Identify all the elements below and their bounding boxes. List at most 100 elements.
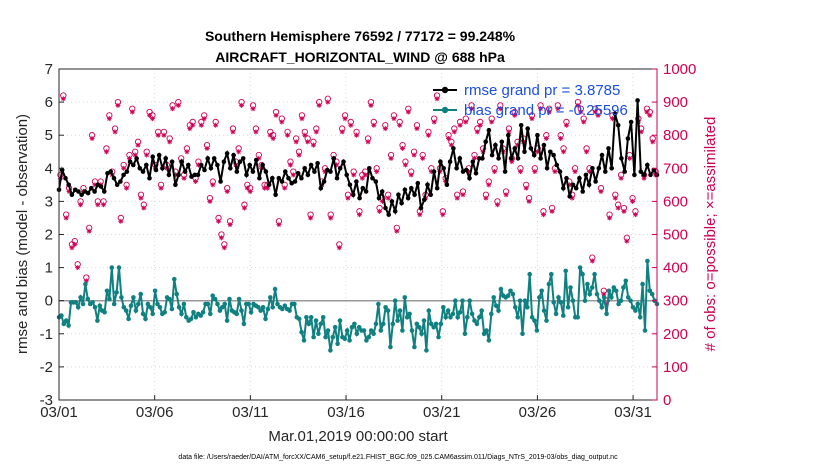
obs-assimilated-stroke xyxy=(616,205,621,211)
bias-point xyxy=(200,310,206,315)
y-tick-label: -1 xyxy=(40,326,53,343)
bias-point xyxy=(210,293,215,299)
obs-assimilated-stroke xyxy=(305,139,310,144)
y2-tick-label: 100 xyxy=(663,359,688,376)
bias-point xyxy=(510,291,516,297)
bias-point xyxy=(467,298,473,304)
bias-point xyxy=(366,334,372,340)
bias-point xyxy=(431,324,437,330)
obs-assimilated-stroke xyxy=(161,133,167,138)
bias-point xyxy=(270,305,276,310)
rmse-point xyxy=(548,149,553,155)
obs-assimilated-stroke xyxy=(524,186,529,191)
bias-point xyxy=(527,271,532,277)
obs-assimilated-stroke xyxy=(575,103,581,108)
obs-assimilated-stroke xyxy=(371,123,376,128)
obs-assimilated-marker xyxy=(253,129,259,135)
obs-assimilated-marker xyxy=(181,175,187,181)
bias-point xyxy=(376,301,381,307)
bias-point xyxy=(421,318,427,323)
bias-point xyxy=(592,271,597,277)
obs-assimilated-stroke xyxy=(486,182,491,187)
obs-assimilated-marker xyxy=(103,149,109,155)
obs-assimilated-marker xyxy=(368,102,374,108)
obs-assimilated-stroke xyxy=(400,146,405,151)
bias-point xyxy=(534,328,540,333)
rmse-point xyxy=(422,197,427,202)
rmse-point xyxy=(486,127,492,133)
obs-assimilated-marker xyxy=(431,119,437,125)
bias-point xyxy=(80,301,86,307)
obs-assimilated-marker xyxy=(316,102,322,108)
obs-assimilated-marker xyxy=(218,235,224,241)
obs-assimilated-marker xyxy=(592,109,598,115)
y2-tick-label: 400 xyxy=(663,260,688,277)
bias-point xyxy=(395,318,400,323)
chart-subtitle: AIRCRAFT_HORIZONTAL_WIND @ 688 hPa xyxy=(215,49,505,65)
obs-assimilated-stroke xyxy=(61,96,66,101)
rmse-point xyxy=(573,185,579,191)
obs-assimilated-stroke xyxy=(138,195,144,201)
bias-point xyxy=(138,291,143,297)
obs-assimilated-stroke xyxy=(250,106,256,111)
rmse-point xyxy=(535,132,540,138)
obs-assimilated-marker xyxy=(115,102,121,108)
obs-assimilated-stroke xyxy=(549,209,555,214)
bias-point xyxy=(402,295,408,300)
rmse-point xyxy=(102,189,107,194)
obs-assimilated-marker xyxy=(204,145,210,151)
bias-point xyxy=(220,305,225,310)
obs-assimilated-stroke xyxy=(624,239,629,244)
obs-assimilated-marker xyxy=(486,182,492,188)
x-tick-label: 03/26 xyxy=(519,404,557,421)
obs-assimilated-stroke xyxy=(75,265,80,270)
obs-assimilated-marker xyxy=(210,182,216,188)
rmse-point xyxy=(405,195,411,201)
obs-assimilated-stroke xyxy=(403,162,408,168)
obs-assimilated-stroke xyxy=(202,116,207,121)
rmse-point xyxy=(144,162,149,168)
obs-assimilated-marker xyxy=(572,169,578,175)
obs-assimilated-stroke xyxy=(417,212,422,217)
obs-assimilated-stroke xyxy=(641,176,647,181)
bias-point xyxy=(551,300,556,305)
obs-assimilated-stroke xyxy=(409,172,414,178)
rmse-point xyxy=(137,166,143,171)
bias-point xyxy=(587,291,593,297)
bias-point xyxy=(541,308,547,313)
rmse-point xyxy=(648,172,653,178)
x-tick-label: 03/16 xyxy=(327,404,365,421)
obs-assimilated-stroke xyxy=(483,195,489,201)
obs-assimilated-stroke xyxy=(130,109,135,115)
rmse-point xyxy=(480,156,485,161)
bias-point xyxy=(311,334,316,340)
bias-point xyxy=(193,315,199,320)
rmse-point xyxy=(570,182,576,188)
obs-assimilated-marker xyxy=(155,132,161,138)
obs-assimilated-marker xyxy=(382,126,388,132)
obs-assimilated-marker xyxy=(440,212,446,218)
obs-assimilated-stroke xyxy=(460,192,466,197)
obs-assimilated-marker xyxy=(132,152,138,158)
rmse-point xyxy=(577,175,582,181)
obs-assimilated-stroke xyxy=(285,133,290,138)
obs-assimilated-stroke xyxy=(363,172,368,178)
obs-assimilated-stroke xyxy=(426,133,431,138)
obs-assimilated-marker xyxy=(446,136,452,142)
obs-assimilated-stroke xyxy=(650,139,655,144)
bias-point xyxy=(148,305,153,310)
rmse-point xyxy=(580,189,585,194)
obs-assimilated-stroke xyxy=(406,109,411,115)
obs-assimilated-marker xyxy=(561,149,567,155)
obs-assimilated-stroke xyxy=(291,172,296,178)
obs-assimilated-marker xyxy=(618,175,624,181)
rmse-point xyxy=(493,142,498,148)
bias-point xyxy=(188,316,194,322)
rmse-point xyxy=(244,172,249,178)
obs-assimilated-stroke xyxy=(495,202,500,207)
rmse-point xyxy=(202,167,207,173)
rmse-series xyxy=(56,98,660,218)
obs-assimilated-marker xyxy=(630,198,636,204)
obs-assimilated-stroke xyxy=(492,169,497,174)
bias-point xyxy=(145,301,151,307)
